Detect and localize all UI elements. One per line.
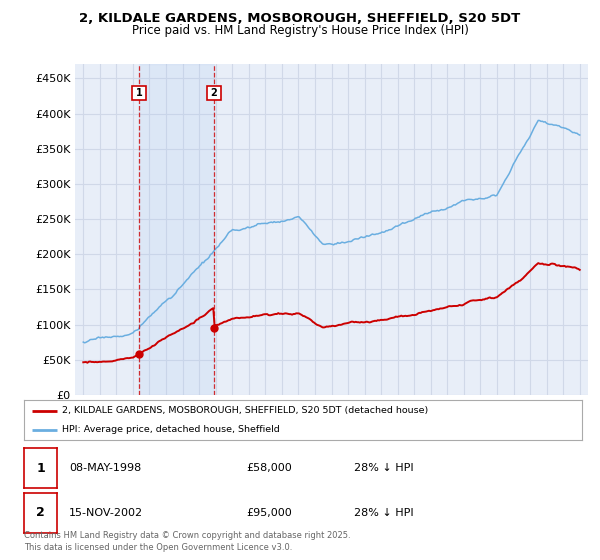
Text: 2, KILDALE GARDENS, MOSBOROUGH, SHEFFIELD, S20 5DT (detached house): 2, KILDALE GARDENS, MOSBOROUGH, SHEFFIEL… xyxy=(62,407,428,416)
Text: 2: 2 xyxy=(36,506,45,520)
Text: 1: 1 xyxy=(136,87,142,97)
Text: Price paid vs. HM Land Registry's House Price Index (HPI): Price paid vs. HM Land Registry's House … xyxy=(131,24,469,37)
Text: £58,000: £58,000 xyxy=(246,463,292,473)
Text: 2, KILDALE GARDENS, MOSBOROUGH, SHEFFIELD, S20 5DT: 2, KILDALE GARDENS, MOSBOROUGH, SHEFFIEL… xyxy=(79,12,521,25)
Text: 28% ↓ HPI: 28% ↓ HPI xyxy=(354,463,413,473)
Text: 2: 2 xyxy=(210,87,217,97)
Text: 15-NOV-2002: 15-NOV-2002 xyxy=(69,508,143,518)
Text: 08-MAY-1998: 08-MAY-1998 xyxy=(69,463,141,473)
Text: £95,000: £95,000 xyxy=(246,508,292,518)
Text: Contains HM Land Registry data © Crown copyright and database right 2025.
This d: Contains HM Land Registry data © Crown c… xyxy=(24,531,350,552)
Bar xyxy=(139,64,214,395)
Text: HPI: Average price, detached house, Sheffield: HPI: Average price, detached house, Shef… xyxy=(62,425,280,435)
Text: 1: 1 xyxy=(36,461,45,475)
Text: 28% ↓ HPI: 28% ↓ HPI xyxy=(354,508,413,518)
